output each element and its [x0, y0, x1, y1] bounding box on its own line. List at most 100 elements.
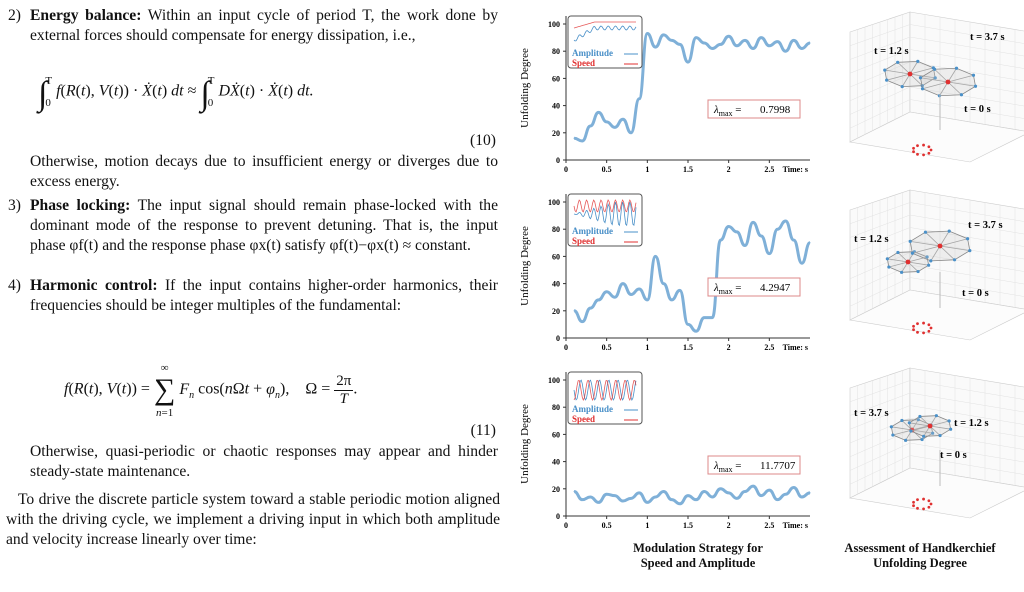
- data-point: [589, 307, 591, 309]
- y-tick-label: 0: [556, 156, 560, 165]
- y-tick-label: 60: [552, 74, 560, 83]
- data-point: [752, 485, 754, 487]
- data-point: [622, 118, 624, 120]
- y-tick-label: 100: [548, 198, 560, 207]
- mesh-center: [907, 71, 913, 77]
- y-tick-label: 60: [552, 252, 560, 261]
- cloth-mesh-b: [907, 414, 953, 438]
- lambda-value: 4.2947: [760, 282, 791, 294]
- mesh-node: [900, 270, 904, 274]
- data-point: [752, 47, 754, 50]
- mesh-node: [952, 258, 957, 262]
- data-point: [630, 293, 632, 296]
- data-point: [606, 291, 608, 293]
- initial-ring-dot: [912, 504, 915, 508]
- speed-signal: [573, 199, 637, 213]
- mesh-edge: [922, 81, 949, 90]
- equation-11: f(R(t), V(t)) = ∞ ∑ n=1 Fn cos(nΩt + φn), …: [64, 362, 496, 439]
- y-tick-label: 20: [552, 485, 560, 494]
- legend-speed-label: Speed: [572, 236, 595, 246]
- x-tick-label: 1: [645, 165, 649, 174]
- data-point: [760, 495, 762, 497]
- x-tick-label: 1.5: [683, 165, 693, 174]
- mesh-center: [927, 423, 933, 429]
- speed-signal: [573, 379, 637, 401]
- grid-line: [909, 99, 1024, 119]
- y-axis-label: Unfolding Degree: [519, 404, 531, 484]
- initial-ring-dot: [929, 326, 933, 330]
- grid-line: [909, 442, 1024, 463]
- caption-right-line2: Unfolding Degree: [873, 556, 967, 570]
- mesh-center: [945, 79, 951, 85]
- data-point: [793, 486, 795, 489]
- data-point: [703, 317, 705, 319]
- mesh-node: [920, 87, 925, 91]
- x-axis-label: Time: s: [783, 521, 808, 530]
- mesh-edge: [925, 231, 941, 247]
- final-paragraph: To drive the discrete particle system to…: [6, 491, 500, 548]
- mesh-node: [918, 414, 922, 419]
- item-number: 3): [8, 197, 21, 214]
- x-tick-label: 1.5: [683, 521, 693, 530]
- lambda-value: 11.7707: [760, 460, 796, 472]
- x-tick-label: 0.5: [602, 165, 612, 174]
- mesh-edge: [939, 238, 968, 247]
- grid-line: [909, 430, 1024, 450]
- mesh-edge: [891, 426, 913, 431]
- data-point: [597, 299, 600, 301]
- x-tick-label: 1: [645, 343, 649, 352]
- data-point: [679, 43, 681, 46]
- initial-ring-dot: [912, 324, 915, 328]
- mesh-node: [883, 68, 887, 72]
- grid-line: [909, 455, 1024, 475]
- data-point: [679, 503, 681, 505]
- x-axis-label: Time: s: [783, 343, 808, 352]
- y-tick-label: 0: [556, 512, 560, 521]
- mesh-edge: [909, 73, 923, 86]
- mesh-node: [968, 249, 972, 253]
- initial-ring-dot: [922, 321, 925, 325]
- data-point: [589, 496, 591, 498]
- grid-line: [909, 264, 1024, 285]
- mesh-node: [916, 269, 920, 274]
- mesh-edge: [888, 261, 909, 268]
- mesh-edge: [892, 429, 913, 436]
- equation-number: (11): [470, 422, 496, 439]
- mesh-node: [910, 251, 915, 255]
- y-tick-label: 80: [552, 403, 560, 412]
- grid-line: [849, 277, 911, 307]
- equation-number: (10): [470, 132, 496, 149]
- item-text: If the input contains higher-order harmo…: [30, 277, 498, 314]
- time-label-b: t = 3.7 s: [970, 32, 1005, 43]
- legend-speed-label: Speed: [572, 58, 595, 68]
- initial-ring-dot: [912, 146, 915, 150]
- mesh-edge: [909, 61, 919, 75]
- time-label-a: t = 1.2 s: [874, 46, 909, 57]
- y-tick-label: 100: [548, 20, 560, 29]
- data-point: [801, 262, 803, 264]
- mesh-node: [971, 73, 976, 77]
- grid-line: [849, 99, 911, 129]
- legend-amplitude-label: Amplitude: [572, 226, 613, 236]
- data-point: [703, 42, 705, 44]
- mesh-node: [973, 84, 978, 88]
- mesh-node: [922, 434, 926, 438]
- mesh-edge: [909, 73, 936, 79]
- data-point: [573, 310, 575, 312]
- data-point: [695, 499, 697, 501]
- data-point: [695, 37, 697, 39]
- x-tick-label: 2.5: [764, 521, 774, 530]
- text-after-eq10: Otherwise, motion decays due to insuffic…: [30, 153, 498, 190]
- data-point: [614, 126, 616, 128]
- time-label-c: t = 0 s: [962, 288, 989, 299]
- data-point: [630, 132, 632, 134]
- data-point: [581, 499, 583, 501]
- item-harmonic-control: 4) Harmonic control: If the input contai…: [8, 276, 498, 316]
- data-point: [663, 283, 665, 285]
- x-tick-label: 0.5: [602, 521, 612, 530]
- lambda-label: λmax =: [713, 104, 742, 118]
- cloth-mesh-b: [918, 66, 978, 98]
- mesh-node: [932, 67, 937, 71]
- data-point: [711, 47, 713, 50]
